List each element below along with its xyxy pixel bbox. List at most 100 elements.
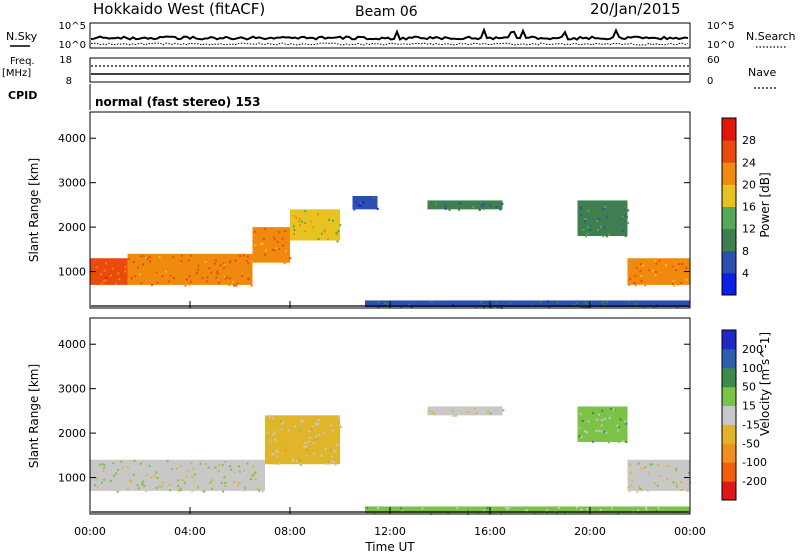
x-tick-label: 20:00 [574,525,606,538]
nave-tick-bottom: 0 [707,76,713,87]
velocity-speckle [558,507,561,510]
velocity-speckle [121,468,124,471]
power-speckle [239,257,242,260]
velocity-speckle [279,435,282,438]
velocity-speckle [249,468,252,471]
power-speckle [155,255,158,258]
power-speckle [601,301,604,304]
power-speckle [222,262,225,265]
velocity-speckle [186,469,189,472]
power-speckle [211,277,214,280]
power-cbar-tick: 12 [742,223,756,236]
velocity-speckle [271,438,274,441]
power-speckle [329,209,332,212]
velocity-speckle [595,418,598,421]
velocity-speckle [687,474,690,477]
power-speckle [359,201,362,204]
power-speckle [685,258,688,261]
power-speckle [666,300,669,303]
velocity-speckle [632,477,635,480]
velocity-speckle [338,424,341,427]
velocity-speckle [298,459,301,462]
power-speckle [104,279,107,282]
velocity-speckle [627,486,630,489]
power-speckle [496,305,499,308]
velocity-cbar-frame [721,329,737,501]
freq-tick-top: 18 [59,55,72,66]
power-speckle [175,269,178,272]
velocity-speckle [306,457,309,460]
power-speckle [176,259,179,262]
power-speckle [492,201,495,204]
velocity-speckle [103,468,106,471]
power-speckle [377,303,380,306]
power-speckle [234,279,237,282]
power-speckle [609,201,612,204]
velocity-speckle [96,477,99,480]
power-speckle [585,235,588,238]
power-speckle [475,306,478,309]
power-speckle [634,284,637,287]
power-speckle [127,257,130,260]
velocity-speckle [492,512,495,515]
power-speckle [215,276,218,279]
velocity-speckle [641,471,644,474]
power-speckle [444,207,447,210]
power-speckle [510,302,513,305]
power-speckle [304,210,307,213]
velocity-speckle [611,440,614,443]
power-speckle [478,208,481,211]
power-speckle [234,283,237,286]
power-speckle [495,301,498,304]
velocity-speckle [615,410,618,413]
velocity-ytick-label: 1000 [58,472,86,485]
power-speckle [242,254,245,257]
velocity-speckle [580,435,583,438]
power-speckle [628,300,631,303]
power-speckle [376,207,379,210]
power-speckle [217,262,220,265]
velocity-speckle [272,417,275,420]
power-speckle [317,213,320,216]
power-speckle [573,303,576,306]
power-speckle [677,265,680,268]
velocity-speckle [619,418,622,421]
power-cbar-tick: 24 [742,156,756,169]
power-speckle [588,204,591,207]
velocity-speckle [670,463,673,466]
power-speckle [229,260,232,263]
power-speckle [410,306,413,309]
velocity-speckle [296,421,299,424]
power-speckle [132,260,135,263]
power-speckle [112,267,115,270]
power-speckle [101,283,104,286]
power-speckle [669,277,672,280]
velocity-speckle [237,479,240,482]
velocity-speckle [192,467,195,470]
power-speckle [377,306,380,309]
nave-tick-top: 60 [707,55,720,66]
power-speckle [213,262,216,265]
velocity-speckle [304,442,307,445]
velocity-speckle [630,484,633,487]
power-speckle [260,242,263,245]
power-speckle [118,278,121,281]
velocity-speckle [222,490,225,493]
power-region [427,200,503,210]
velocity-speckle [563,512,566,515]
power-speckle [254,247,257,250]
power-speckle [216,270,219,273]
velocity-speckle [280,416,283,419]
power-ylabel: Slant Range [km] [27,158,41,262]
power-speckle [107,282,110,285]
velocity-cbar-cell [722,367,736,388]
power-speckle [172,256,175,259]
power-cbar-cell [722,228,736,252]
power-speckle [600,226,603,229]
velocity-speckle [141,483,144,486]
power-speckle [602,201,605,204]
velocity-speckle [668,465,671,468]
velocity-speckle [308,430,311,433]
velocity-speckle [611,507,614,510]
power-speckle [155,273,158,276]
